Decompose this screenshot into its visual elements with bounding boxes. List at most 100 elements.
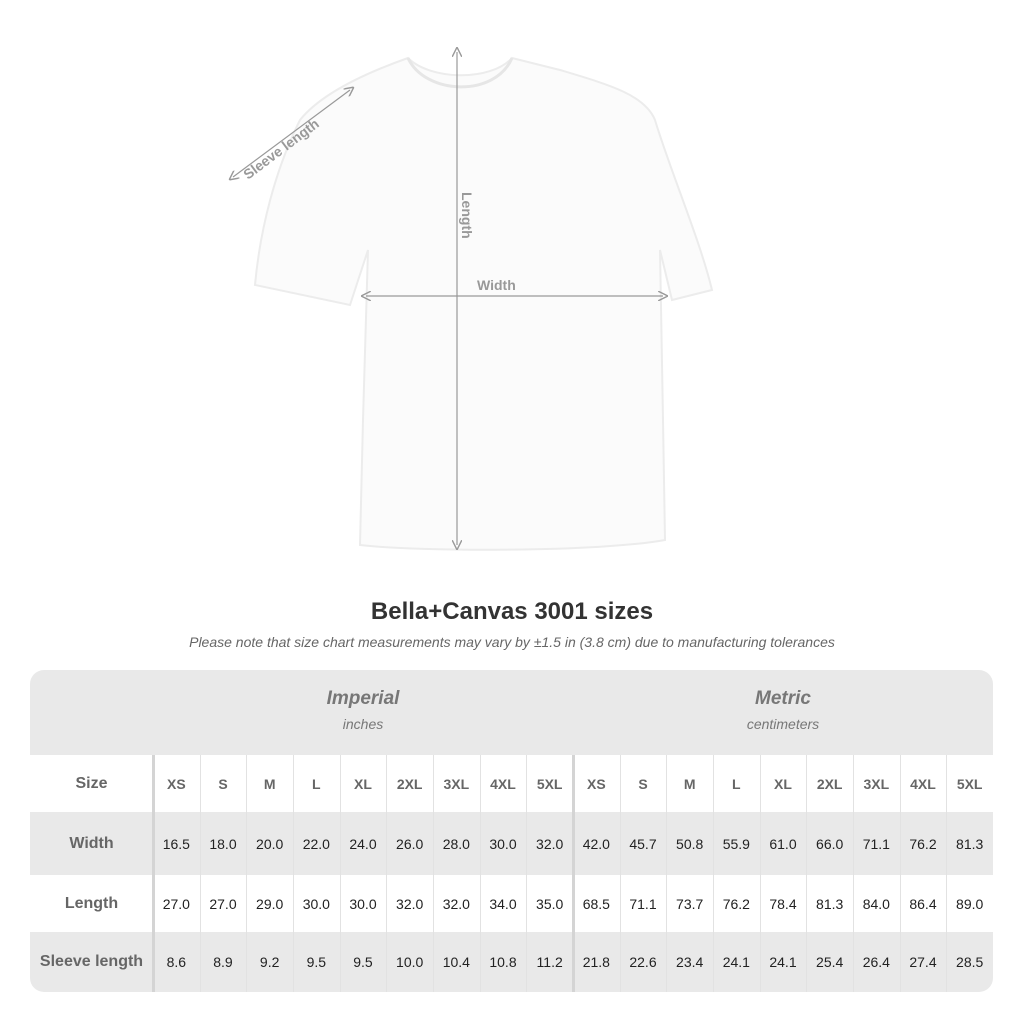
table-cell: 30.0 <box>302 895 330 912</box>
column-divider <box>666 755 668 992</box>
size-column-header: 3XL <box>443 775 470 792</box>
table-cell: 9.5 <box>353 954 373 970</box>
column-divider <box>899 755 901 992</box>
column-divider <box>386 755 388 992</box>
table-cell: 27.0 <box>162 895 190 912</box>
size-column-header: L <box>732 775 741 792</box>
table-cell: 50.8 <box>676 835 704 852</box>
column-divider <box>806 755 808 992</box>
table-cell: 27.0 <box>209 895 237 912</box>
size-column-header: XS <box>166 775 186 792</box>
table-cell: 9.2 <box>259 954 280 970</box>
table-cell: 89.0 <box>956 895 984 912</box>
table-cell: 73.7 <box>676 895 704 912</box>
length-label: Length <box>459 192 475 239</box>
tshirt-diagram: Sleeve length Length Width <box>0 0 714 551</box>
size-column-header: M <box>683 775 696 792</box>
row-label: Length <box>64 894 119 912</box>
table-cell: 18.0 <box>209 835 237 852</box>
table-row: Width 16.5 18.0 20.0 22.0 24.0 26.0 28.0 30.0 32.… <box>30 812 993 875</box>
table-cell: 32.0 <box>442 895 470 912</box>
size-column-header: S <box>638 775 648 792</box>
metric-title: Metric <box>755 688 811 709</box>
table-cell: 35.0 <box>536 895 564 912</box>
table-cell: 27.4 <box>909 954 937 970</box>
table-cell: 81.3 <box>816 895 844 912</box>
table-cell: 8.6 <box>166 954 187 970</box>
sleeve-arrow <box>233 90 350 177</box>
table-cell: 25.4 <box>816 954 844 970</box>
column-divider <box>339 755 341 992</box>
table-cell: 11.2 <box>536 954 563 970</box>
table-cell: 29.0 <box>256 895 284 912</box>
chart-title: Bella+Canvas 3001 sizes <box>370 598 654 625</box>
table-cell: 16.5 <box>162 835 190 852</box>
table-cell: 30.0 <box>489 835 517 852</box>
table-cell: 22.6 <box>629 954 657 970</box>
table-cell: 32.0 <box>536 835 564 852</box>
table-cell: 84.0 <box>862 895 890 912</box>
size-column-header: 2XL <box>396 775 423 792</box>
table-cell: 8.9 <box>213 954 233 970</box>
size-column-header: 5XL <box>536 775 563 792</box>
size-column-header: L <box>312 775 321 792</box>
row-label: Width <box>69 834 114 852</box>
tolerance-note: Please note that size chart measurements… <box>189 634 835 650</box>
imperial-unit: inches <box>342 716 384 732</box>
table-cell: 68.5 <box>582 895 610 912</box>
table-cell: 24.1 <box>769 954 797 970</box>
table-cell: 24.1 <box>722 954 750 970</box>
size-column-header: 3XL <box>863 775 890 792</box>
table-cell: 28.5 <box>956 954 984 970</box>
table-cell: 28.0 <box>442 835 470 852</box>
column-divider <box>152 755 155 992</box>
column-divider <box>572 755 575 992</box>
table-row: Length 27.0 27.0 29.0 30.0 30.0 32.0 32.0 34.0 35… <box>30 875 993 932</box>
imperial-group: Imperial inches <box>153 688 573 732</box>
column-divider <box>853 755 854 992</box>
column-divider <box>946 755 948 992</box>
table-cell: 26.4 <box>862 954 890 970</box>
metric-unit: centimeters <box>746 716 820 732</box>
table-row: Sleeve length 8.6 8.9 9.2 9.5 9.5 10.0 10.4 10.8… <box>30 932 993 992</box>
row-label: Sleeve length <box>39 953 144 970</box>
table-cell: 61.0 <box>769 835 797 852</box>
table-cell: 76.2 <box>722 895 750 912</box>
imperial-title: Imperial <box>326 688 400 709</box>
table-cell: 78.4 <box>769 895 797 912</box>
size-column-header: XS <box>586 775 606 792</box>
size-column-header: M <box>263 775 276 792</box>
table-header: Imperial inches Metric centimeters <box>30 670 993 755</box>
column-divider <box>526 755 528 992</box>
table-cell: 23.4 <box>676 954 704 970</box>
table-cell: 9.5 <box>306 954 327 970</box>
table-cell: 10.8 <box>489 954 517 970</box>
table-cell: 20.0 <box>256 835 284 852</box>
table-cell: 21.8 <box>582 954 610 970</box>
size-header-row: Size XS S M L XL 2XL 3XL 4XL 5XL XS S M L XL 2XL 3XL 4XL 5… <box>30 755 993 812</box>
column-divider <box>759 755 761 992</box>
table-cell: 55.9 <box>722 835 750 852</box>
metric-group: Metric centimeters <box>573 688 993 732</box>
column-divider <box>619 755 621 992</box>
column-divider <box>433 755 434 992</box>
table-cell: 42.0 <box>582 835 610 852</box>
table-cell: 24.0 <box>349 835 377 852</box>
table-cell: 71.1 <box>862 835 890 852</box>
column-divider <box>199 755 201 992</box>
table-cell: 34.0 <box>489 895 517 912</box>
table-cell: 10.4 <box>442 954 470 970</box>
column-divider <box>713 755 714 992</box>
table-cell: 86.4 <box>909 895 937 912</box>
size-column-header: 5XL <box>956 775 983 792</box>
table-cell: 45.7 <box>629 835 657 852</box>
table-cell: 76.2 <box>909 835 937 852</box>
size-column-header: 4XL <box>490 775 516 792</box>
width-label: Width <box>477 277 516 293</box>
table-cell: 30.0 <box>349 895 377 912</box>
size-column-header: S <box>218 775 228 792</box>
table-cell: 32.0 <box>396 895 424 912</box>
table-cell: 71.1 <box>629 895 657 912</box>
column-divider <box>479 755 481 992</box>
table-cell: 22.0 <box>302 835 330 852</box>
